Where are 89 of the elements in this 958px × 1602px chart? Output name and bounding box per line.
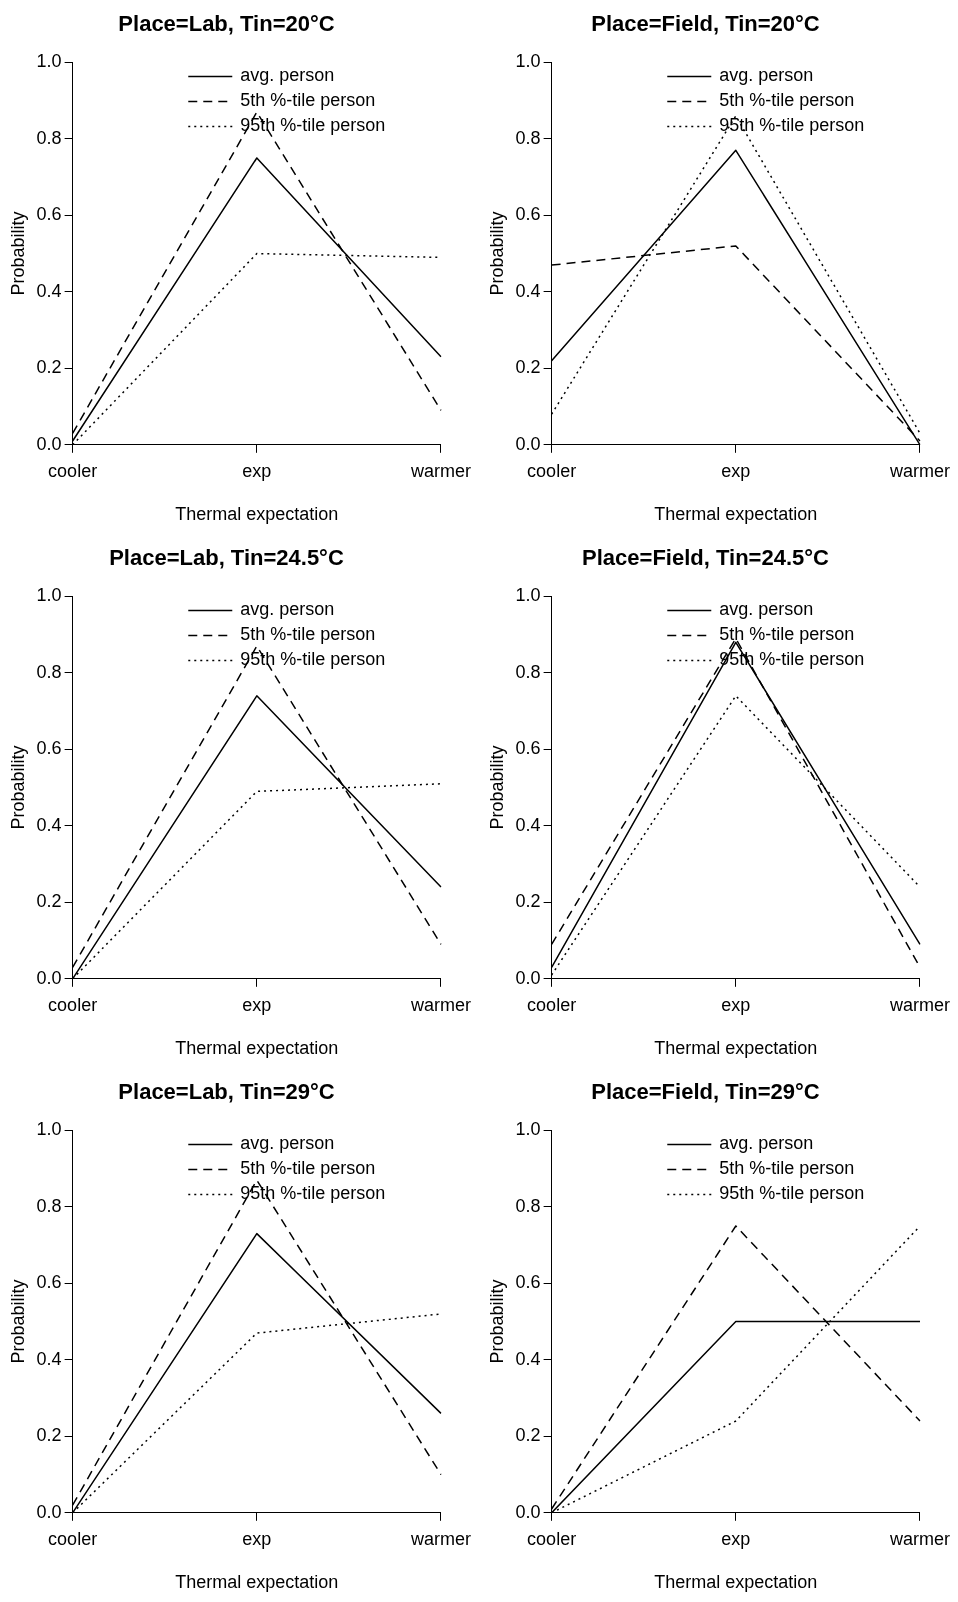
x-tick-label: exp xyxy=(721,1528,751,1549)
x-tick-label: warmer xyxy=(409,1528,472,1549)
legend-label: 95th %-tile person xyxy=(719,1183,865,1204)
y-tick-label: 1.0 xyxy=(515,1119,541,1140)
y-tick-label: 0.0 xyxy=(36,1501,62,1522)
y-axis-title: Probability xyxy=(7,745,28,830)
chart-title: Place=Lab, Tin=29°C xyxy=(118,1079,335,1105)
x-axis-title: Thermal expectation xyxy=(175,1572,339,1593)
legend-label: 5th %-tile person xyxy=(719,624,855,645)
x-axis-title: Thermal expectation xyxy=(175,504,339,525)
y-tick-label: 0.4 xyxy=(36,814,62,835)
legend-label: avg. person xyxy=(240,1133,335,1154)
y-tick-label: 0.6 xyxy=(515,1272,541,1293)
y-tick-label: 0.2 xyxy=(36,891,62,912)
y-tick-label: 1.0 xyxy=(515,585,541,606)
y-tick-label: 0.6 xyxy=(515,738,541,759)
x-tick-label: warmer xyxy=(409,460,472,481)
x-tick-label: cooler xyxy=(527,994,577,1015)
x-tick-label: warmer xyxy=(888,1528,951,1549)
chart-title: Place=Field, Tin=20°C xyxy=(591,11,820,37)
chart-title: Place=Field, Tin=24.5°C xyxy=(582,545,830,571)
legend-label: avg. person xyxy=(240,599,335,620)
legend-label: 5th %-tile person xyxy=(240,624,376,645)
x-tick-label: exp xyxy=(242,1528,272,1549)
x-tick-label: cooler xyxy=(527,460,577,481)
y-tick-label: 0.0 xyxy=(36,967,62,988)
legend-label: avg. person xyxy=(719,1133,814,1154)
y-tick-label: 0.0 xyxy=(515,1501,541,1522)
x-tick-label: cooler xyxy=(48,1528,98,1549)
y-tick-label: 0.6 xyxy=(36,204,62,225)
y-tick-label: 0.8 xyxy=(36,1195,62,1216)
legend-label: 95th %-tile person xyxy=(240,115,386,136)
y-axis-title: Probability xyxy=(7,1279,28,1364)
y-tick-label: 0.4 xyxy=(515,814,541,835)
y-tick-label: 0.2 xyxy=(515,891,541,912)
y-tick-label: 0.6 xyxy=(36,738,62,759)
y-tick-label: 0.4 xyxy=(36,280,62,301)
x-tick-label: cooler xyxy=(48,994,98,1015)
legend-label: avg. person xyxy=(719,65,814,86)
y-tick-label: 0.4 xyxy=(515,280,541,301)
legend-label: 5th %-tile person xyxy=(719,90,855,111)
y-tick-label: 0.8 xyxy=(515,127,541,148)
x-tick-label: exp xyxy=(242,994,272,1015)
y-tick-label: 0.0 xyxy=(515,433,541,454)
y-tick-label: 0.4 xyxy=(515,1348,541,1369)
y-axis-title: Probability xyxy=(486,211,507,296)
y-tick-label: 0.2 xyxy=(36,1425,62,1446)
y-axis-title: Probability xyxy=(486,745,507,830)
legend-label: 95th %-tile person xyxy=(719,115,865,136)
y-tick-label: 0.2 xyxy=(515,1425,541,1446)
chart-title: Place=Field, Tin=29°C xyxy=(591,1079,820,1105)
legend-label: 5th %-tile person xyxy=(240,90,376,111)
y-tick-label: 0.8 xyxy=(515,1195,541,1216)
x-tick-label: exp xyxy=(721,994,751,1015)
x-tick-label: exp xyxy=(721,460,751,481)
y-tick-label: 1.0 xyxy=(36,51,62,72)
y-axis-title: Probability xyxy=(7,211,28,296)
y-tick-label: 0.0 xyxy=(515,967,541,988)
legend-label: avg. person xyxy=(240,65,335,86)
legend-label: 95th %-tile person xyxy=(240,1183,386,1204)
x-tick-label: warmer xyxy=(888,460,951,481)
y-tick-label: 0.8 xyxy=(36,127,62,148)
x-tick-label: cooler xyxy=(527,1528,577,1549)
y-tick-label: 0.2 xyxy=(515,357,541,378)
y-tick-label: 1.0 xyxy=(515,51,541,72)
x-axis-title: Thermal expectation xyxy=(654,1038,818,1059)
legend-label: 95th %-tile person xyxy=(240,649,386,670)
legend-label: avg. person xyxy=(719,599,814,620)
y-tick-label: 0.6 xyxy=(515,204,541,225)
x-tick-label: cooler xyxy=(48,460,98,481)
y-tick-label: 0.8 xyxy=(515,661,541,682)
y-axis-title: Probability xyxy=(486,1279,507,1364)
x-tick-label: warmer xyxy=(409,994,472,1015)
y-tick-label: 0.4 xyxy=(36,1348,62,1369)
x-axis-title: Thermal expectation xyxy=(654,1572,818,1593)
x-tick-label: warmer xyxy=(888,994,951,1015)
y-tick-label: 0.0 xyxy=(36,433,62,454)
x-tick-label: exp xyxy=(242,460,272,481)
y-tick-label: 1.0 xyxy=(36,1119,62,1140)
legend-label: 5th %-tile person xyxy=(240,1158,376,1179)
chart-title: Place=Lab, Tin=24.5°C xyxy=(109,545,344,571)
x-axis-title: Thermal expectation xyxy=(175,1038,339,1059)
y-tick-label: 0.2 xyxy=(36,357,62,378)
y-tick-label: 1.0 xyxy=(36,585,62,606)
chart-title: Place=Lab, Tin=20°C xyxy=(118,11,335,37)
legend-label: 5th %-tile person xyxy=(719,1158,855,1179)
y-tick-label: 0.8 xyxy=(36,661,62,682)
y-tick-label: 0.6 xyxy=(36,1272,62,1293)
x-axis-title: Thermal expectation xyxy=(654,504,818,525)
